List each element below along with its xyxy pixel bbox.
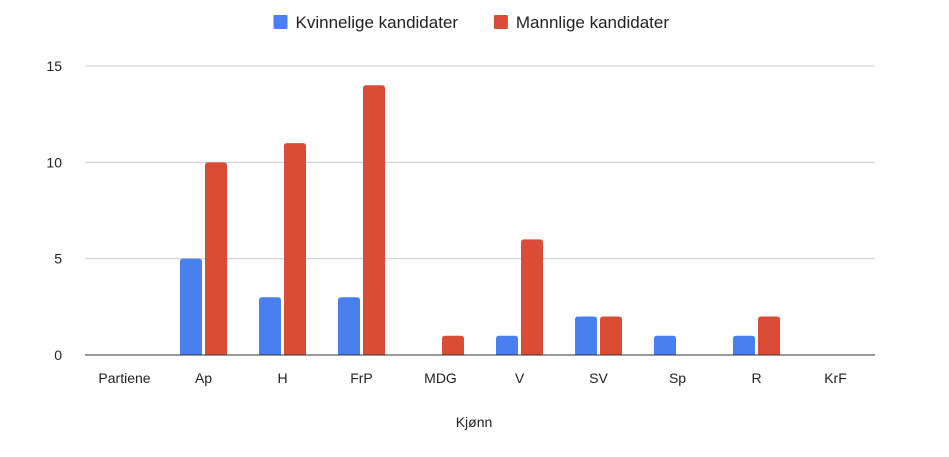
x-tick-label: Ap [195, 370, 212, 386]
bar-female [259, 297, 281, 355]
x-tick-label: Sp [669, 370, 686, 386]
y-tick-labels: 0 5 10 15 [46, 58, 62, 363]
y-tick-label: 5 [54, 251, 62, 267]
y-tick-label: 0 [54, 347, 62, 363]
x-tick-label: Partiene [98, 370, 150, 386]
bar-male [363, 85, 385, 356]
y-tick-label: 15 [46, 58, 62, 74]
bar-female [496, 335, 518, 355]
bar-male [442, 335, 464, 355]
gridlines [85, 65, 875, 260]
bar-female [733, 335, 755, 355]
bar-male [284, 143, 306, 355]
x-tick-label: KrF [824, 370, 847, 386]
x-tick-label: H [277, 370, 287, 386]
legend-label: Mannlige kandidater [516, 13, 669, 32]
x-tick-label: FrP [350, 370, 373, 386]
x-tick-label: SV [589, 370, 608, 386]
bar-male [758, 316, 780, 355]
x-axis-label: Kjønn [456, 414, 493, 430]
legend-swatch [273, 15, 288, 29]
bar-male [205, 162, 227, 355]
legend-swatch [493, 15, 508, 29]
bar-male [521, 239, 543, 355]
x-tick-label: MDG [424, 370, 457, 386]
legend: Kvinnelige kandidater Mannlige kandidater [273, 13, 669, 32]
x-tick-label: R [751, 370, 761, 386]
y-tick-label: 10 [46, 154, 62, 170]
bars [180, 85, 780, 356]
legend-label: Kvinnelige kandidater [296, 13, 459, 32]
x-tick-labels: Partiene Ap H FrP MDG V SV Sp R KrF [98, 370, 846, 386]
bar-female [338, 297, 360, 355]
bar-female [180, 258, 202, 355]
x-tick-label: V [515, 370, 525, 386]
bar-male [600, 316, 622, 355]
bar-female [575, 316, 597, 355]
bar-female [654, 335, 676, 355]
